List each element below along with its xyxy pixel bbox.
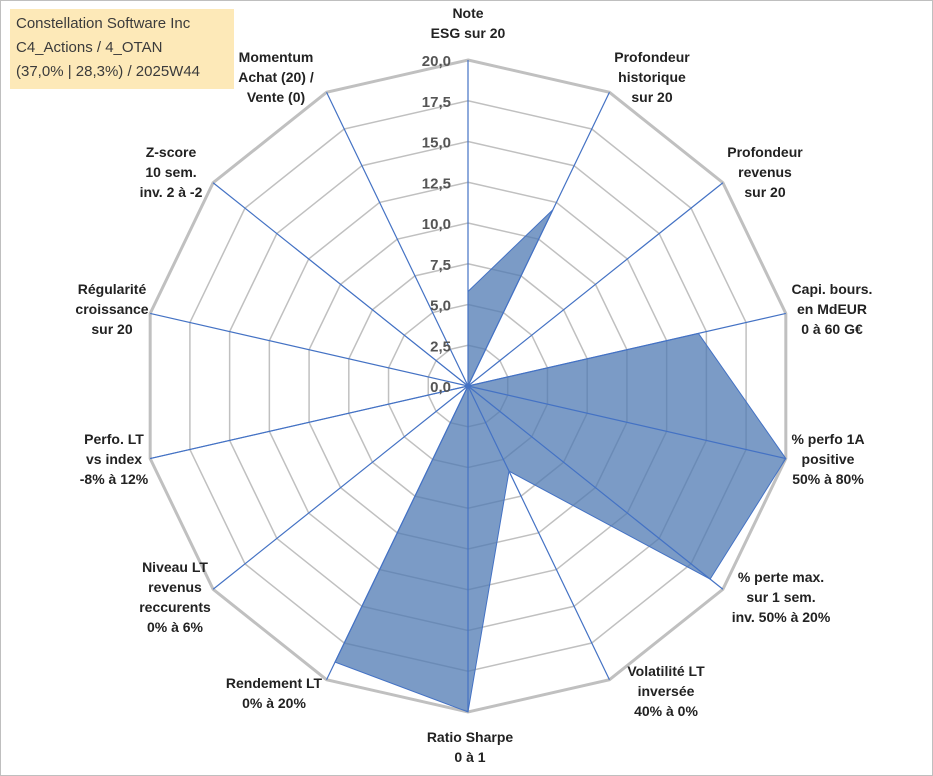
radial-tick-label: 2,5 [430,338,451,355]
category-label-line: 10 sem. [145,164,196,180]
category-label-line: reccurents [139,599,211,615]
category-label-line: 0% à 20% [242,695,306,711]
axis-spoke [212,385,469,590]
category-label-line: revenus [148,579,202,595]
category-label-line: Momentum [239,49,314,65]
category-label-line: historique [618,69,686,85]
category-label-line: ESG sur 20 [431,25,506,41]
category-label-line: 0 à 1 [454,749,485,765]
category-label-line: en MdEUR [797,301,867,317]
category-label: Note ESG sur 20 [431,5,506,41]
category-label-line: Profondeur [727,144,803,160]
category-label-line: sur 20 [91,321,132,337]
radial-tick-labels: 0,0 2,5 5,0 7,5 10,0 12,5 15,0 17,5 20,0 [422,53,451,396]
axis-spoke [467,385,610,680]
radial-tick-label: 20,0 [422,53,451,70]
radar-spokes [150,60,786,712]
category-label-line: Régularité [78,281,147,297]
category-label-line: Note [452,5,483,21]
category-label-line: Niveau LT [142,559,208,575]
category-label-line: vs index [86,451,142,467]
axis-spoke [326,92,469,387]
category-label: Profondeur historique sur 20 [614,49,690,105]
category-label: Ratio Sharpe 0 à 1 [427,729,514,765]
axis-spoke [150,312,469,387]
category-label-line: Profondeur [614,49,690,65]
category-label: % perte max. sur 1 sem. inv. 50% à 20% [732,569,831,625]
category-label-line: Volatilité LT [627,663,705,679]
category-label-line: sur 1 sem. [746,589,815,605]
radial-tick-label: 17,5 [422,94,451,111]
category-labels: Note ESG sur 20 Profondeur historique sur 20… [75,5,872,765]
category-label-line: % perfo 1A [791,431,864,447]
chart-title-line: C4_Actions / 4_OTAN [16,39,163,56]
category-label: Perfo. LT vs index -8% à 12% [80,431,149,487]
category-label-line: croissance [75,301,148,317]
radial-tick-label: 12,5 [422,175,451,192]
category-label-line: 50% à 80% [792,471,864,487]
category-label-line: sur 20 [631,89,672,105]
axis-spoke [467,385,786,460]
axis-spoke [467,385,724,590]
axis-spoke [467,182,724,387]
axis-spoke [212,182,469,387]
category-label: Volatilité LT inversée 40% à 0% [627,663,705,719]
category-label: Capi. bours. en MdEUR 0 à 60 G€ [792,281,873,337]
axis-spoke [467,312,786,387]
category-label-line: Achat (20) / [238,69,314,85]
category-label: Rendement LT 0% à 20% [226,675,323,711]
radial-tick-label: 10,0 [422,216,451,233]
chart-title-line: (37,0% | 28,3%) / 2025W44 [16,63,200,80]
category-label-line: revenus [738,164,792,180]
radial-tick-label: 0,0 [430,379,451,396]
category-label-line: Vente (0) [247,89,305,105]
axis-spoke [150,385,469,460]
category-label-line: Ratio Sharpe [427,729,514,745]
category-label: Niveau LT revenus reccurents 0% à 6% [139,559,211,635]
category-label-line: Capi. bours. [792,281,873,297]
category-label-line: Z-score [146,144,197,160]
category-label: Profondeur revenus sur 20 [727,144,803,200]
category-label-line: 0 à 60 G€ [801,321,863,337]
chart-title-line: Constellation Software Inc [16,15,191,32]
axis-spoke [467,92,610,387]
category-label-line: -8% à 12% [80,471,149,487]
radial-tick-label: 5,0 [430,298,451,315]
category-label-line: inv. 2 à -2 [140,184,203,200]
category-label-line: inv. 50% à 20% [732,609,831,625]
category-label: Momentum Achat (20) / Vente (0) [238,49,314,105]
category-label-line: positive [802,451,855,467]
category-label: Z-score 10 sem. inv. 2 à -2 [140,144,203,200]
radial-tick-label: 7,5 [430,257,451,274]
chart-title-box: Constellation Software Inc C4_Actions / … [10,9,234,89]
category-label-line: Perfo. LT [84,431,144,447]
category-label-line: % perte max. [738,569,824,585]
category-label-line: 0% à 6% [147,619,204,635]
category-label-line: inversée [638,683,695,699]
category-label: % perfo 1A positive 50% à 80% [791,431,864,487]
category-label-line: Rendement LT [226,675,323,691]
category-label-line: 40% à 0% [634,703,698,719]
axis-spoke [326,385,469,680]
category-label: Régularité croissance sur 20 [75,281,148,337]
category-label-line: sur 20 [744,184,785,200]
radial-tick-label: 15,0 [422,135,451,152]
